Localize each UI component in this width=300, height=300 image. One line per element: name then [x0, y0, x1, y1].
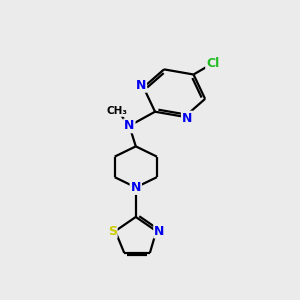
Text: S: S: [108, 225, 117, 238]
Text: N: N: [124, 119, 135, 132]
Text: N: N: [136, 79, 146, 92]
Text: N: N: [182, 112, 192, 124]
Text: N: N: [130, 181, 141, 194]
Text: N: N: [154, 225, 165, 238]
Text: CH₃: CH₃: [106, 106, 127, 116]
Text: Cl: Cl: [206, 57, 219, 70]
